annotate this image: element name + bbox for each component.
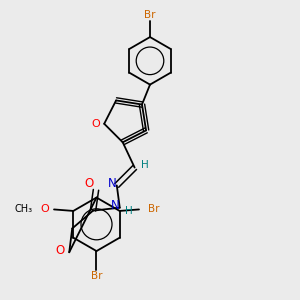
Text: Br: Br <box>91 271 102 281</box>
Text: H: H <box>125 206 133 216</box>
Text: H: H <box>141 160 149 170</box>
Text: O: O <box>84 177 93 190</box>
Text: N: N <box>111 199 120 212</box>
Text: O: O <box>40 204 49 214</box>
Text: CH₃: CH₃ <box>14 204 33 214</box>
Text: O: O <box>56 244 65 257</box>
Text: Br: Br <box>148 204 159 214</box>
Text: Br: Br <box>144 10 156 20</box>
Text: N: N <box>108 176 117 190</box>
Text: O: O <box>91 119 100 129</box>
